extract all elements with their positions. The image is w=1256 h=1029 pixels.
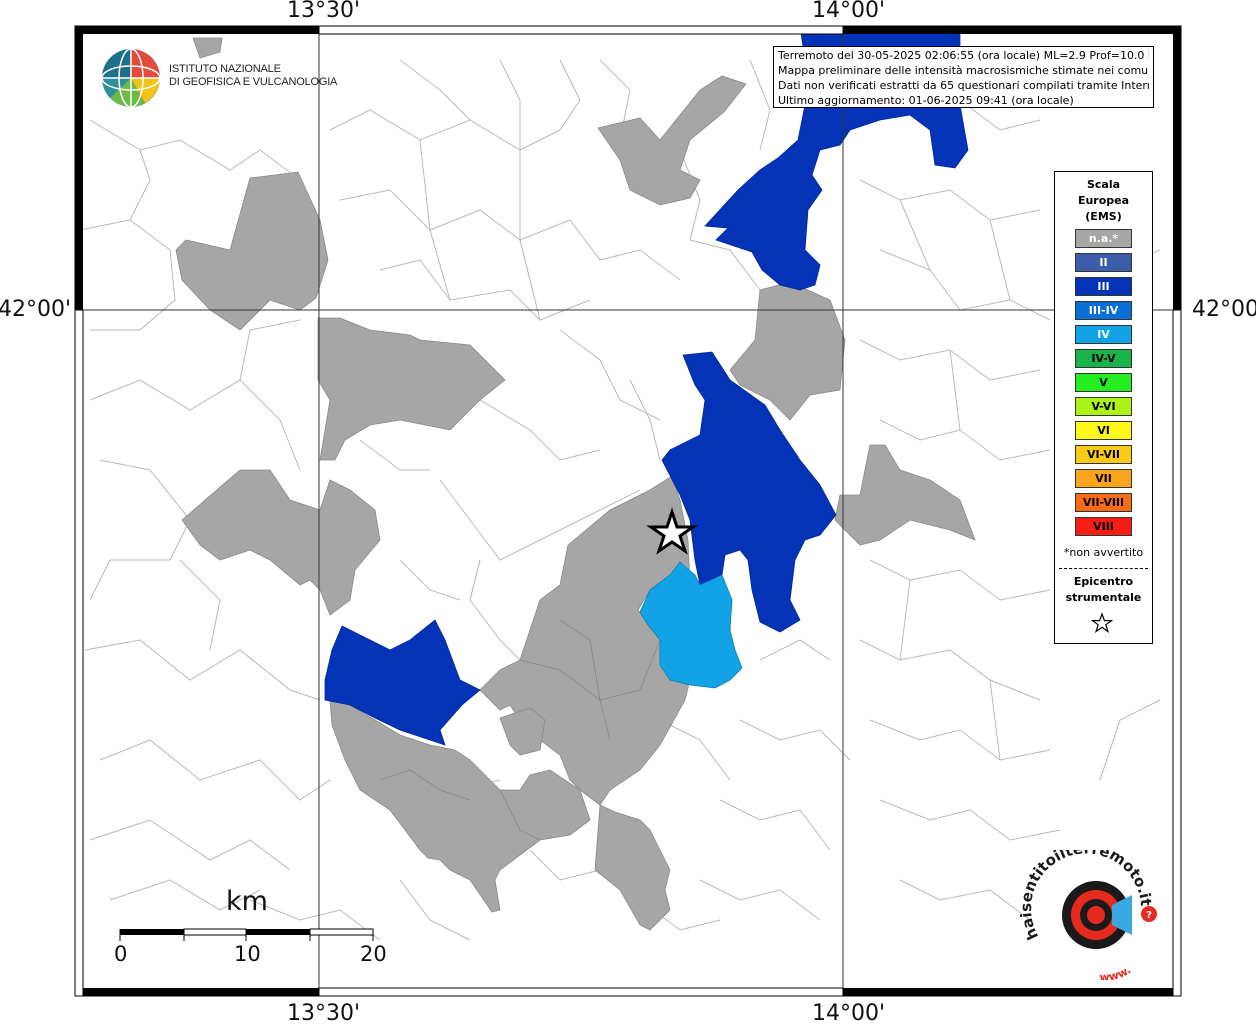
legend-item: II <box>1075 253 1132 272</box>
epicenter-star-icon <box>646 507 698 555</box>
legend-item: III <box>1075 277 1132 296</box>
scale-tick-20: 20 <box>360 942 387 966</box>
legend-title-line3: (EMS) <box>1085 210 1122 223</box>
info-line-3: Dati non verificati estratti da 65 quest… <box>778 79 1149 92</box>
svg-text:?: ? <box>1146 910 1152 921</box>
scale-bar <box>119 928 374 941</box>
lon-label-top-1330: 13°30' <box>287 0 361 23</box>
scale-unit-label: km <box>226 886 268 917</box>
info-line-1: Terremoto del 30-05-2025 02:06:55 (ora l… <box>778 49 1149 62</box>
hsit-logo-text: haisentitoilterremoto.it www. <box>1017 850 1155 980</box>
legend-item: III-IV <box>1075 301 1132 320</box>
legend-item: IV <box>1075 325 1132 344</box>
ingv-logo-icon <box>101 48 161 108</box>
svg-text:haisentitoilterremoto.it: haisentitoilterremoto.it <box>1017 850 1155 943</box>
ingv-name-line1: ISTITUTO NAZIONALE <box>169 63 281 75</box>
legend-item: VIII <box>1075 517 1132 536</box>
legend-star-icon <box>1091 612 1113 633</box>
lat-label-left-4200: 42°00' <box>0 297 72 322</box>
legend-separator <box>1059 568 1148 569</box>
legend-title-line2: Europea <box>1077 194 1130 207</box>
legend-item: VI <box>1075 421 1132 440</box>
hsit-site-name: haisentitoilterremoto.it <box>1017 850 1155 943</box>
lat-label-right-4200: 42°00' <box>1192 297 1256 322</box>
info-line-2: Mappa preliminare delle intensità macros… <box>778 64 1149 77</box>
municipality-boundaries <box>79 59 1161 941</box>
lon-label-top-1400: 14°00' <box>812 0 886 23</box>
legend-item: VII <box>1075 469 1132 488</box>
legend-item: VII-VIII <box>1075 493 1132 512</box>
legend-title-line1: Scala <box>1086 178 1121 191</box>
legend-item: n.a.* <box>1075 229 1132 248</box>
svg-text:www.: www. <box>1099 963 1133 980</box>
ingv-logo-text: ISTITUTO NAZIONALE DI GEOFISICA E VULCAN… <box>169 63 337 89</box>
legend-item: VI-VII <box>1075 445 1132 464</box>
scale-tick-0: 0 <box>114 942 128 966</box>
lon-label-bottom-1330: 13°30' <box>287 1001 361 1026</box>
legend-items: n.a.* II III III-IV IV IV-V V V-VI VI VI-VII VII VI… <box>1075 229 1132 541</box>
map-border <box>74 25 1182 997</box>
ingv-name-line2: DI GEOFISICA E VULCANOLOGIA <box>169 76 338 88</box>
legend-note: *non avvertito <box>1063 546 1144 559</box>
info-line-4: Ultimo aggiornamento: 01-06-2025 09:41 (… <box>778 94 1074 107</box>
ems-legend: Scala Europea (EMS) n.a.* II III III-IV IV IV… <box>1054 171 1153 644</box>
intensity-na-areas <box>175 37 976 931</box>
legend-item: V-VI <box>1075 397 1132 416</box>
legend-epicenter-line2: strumentale <box>1065 591 1142 604</box>
scale-tick-10: 10 <box>234 942 261 966</box>
hsit-www-prefix: www. <box>1099 963 1133 980</box>
graticule <box>75 26 1181 996</box>
earthquake-info-box: Terremoto del 30-05-2025 02:06:55 (ora l… <box>773 46 1154 108</box>
legend-item: IV-V <box>1075 349 1132 368</box>
legend-item: V <box>1075 373 1132 392</box>
intensity-iv-area <box>639 561 743 689</box>
legend-epicenter-label: Epicentro strumentale <box>1055 574 1152 606</box>
legend-epicenter-line1: Epicentro <box>1073 575 1134 588</box>
lon-label-bottom-1400: 14°00' <box>812 1001 886 1026</box>
hsit-logo-icon: ? <box>1062 881 1157 949</box>
legend-title: Scala Europea (EMS) <box>1055 177 1152 225</box>
